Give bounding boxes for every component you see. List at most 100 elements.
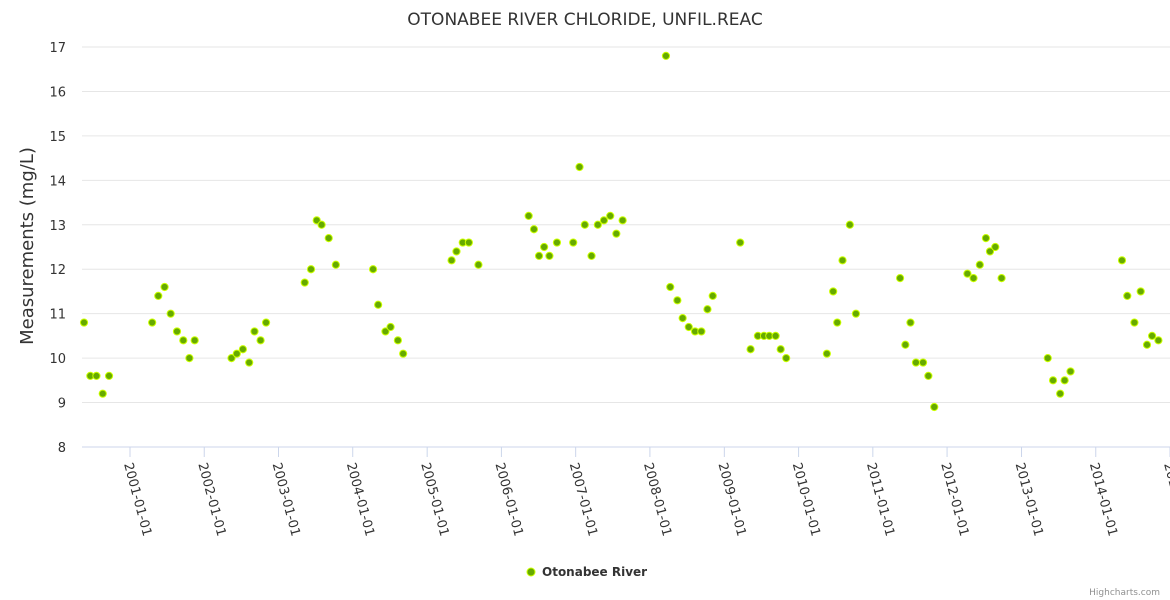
data-point[interactable] [991, 242, 1000, 252]
data-point[interactable] [1123, 291, 1132, 300]
data-point[interactable] [1136, 287, 1145, 296]
data-point[interactable] [924, 371, 933, 380]
data-point[interactable] [104, 371, 114, 380]
data-point[interactable] [969, 274, 978, 283]
legend-item-otonabee-river[interactable]: Otonabee River [542, 565, 647, 579]
data-point[interactable] [232, 349, 241, 358]
data-point[interactable] [673, 296, 682, 305]
data-point[interactable] [838, 256, 847, 265]
data-point[interactable] [618, 216, 627, 225]
data-point[interactable] [697, 327, 706, 336]
data-point[interactable] [464, 238, 473, 247]
data-point[interactable] [238, 345, 247, 354]
data-point[interactable] [661, 51, 671, 60]
data-point[interactable] [901, 340, 910, 349]
legend[interactable]: Otonabee River [526, 565, 647, 579]
data-point[interactable] [92, 371, 101, 380]
credits-link[interactable]: Highcharts.com [1089, 588, 1160, 598]
data-point[interactable] [666, 282, 675, 292]
data-point[interactable] [895, 274, 905, 283]
data-point[interactable] [569, 238, 578, 247]
data-point[interactable] [227, 354, 236, 363]
data-point[interactable] [1060, 376, 1069, 385]
data-point[interactable] [452, 247, 461, 256]
data-point[interactable] [300, 278, 309, 287]
data-point[interactable] [148, 318, 157, 327]
data-point[interactable] [1066, 367, 1075, 376]
data-point[interactable] [822, 349, 831, 358]
data-point[interactable] [736, 238, 745, 247]
y-axis-label: Measurements (mg/L) [17, 147, 38, 345]
data-point[interactable] [1130, 318, 1139, 327]
data-point[interactable] [393, 336, 402, 345]
data-point[interactable] [250, 327, 259, 336]
data-point[interactable] [1117, 256, 1127, 265]
data-point[interactable] [1048, 376, 1058, 385]
data-point[interactable] [851, 309, 861, 318]
data-point[interactable] [575, 162, 584, 172]
data-point[interactable] [1154, 336, 1163, 345]
data-point[interactable] [172, 327, 182, 336]
data-point[interactable] [261, 318, 271, 327]
data-point[interactable] [1056, 389, 1065, 398]
data-point[interactable] [98, 389, 107, 398]
chart-title: OTONABEE RIVER CHLORIDE, UNFIL.REAC [407, 10, 762, 30]
data-point[interactable] [245, 358, 254, 367]
data-point[interactable] [782, 354, 791, 363]
data-point[interactable] [545, 251, 554, 260]
data-point[interactable] [708, 291, 717, 300]
data-point[interactable] [185, 354, 194, 363]
data-point[interactable] [317, 220, 326, 229]
data-point[interactable] [534, 251, 544, 260]
data-point[interactable] [975, 260, 984, 269]
data-point[interactable] [540, 242, 549, 252]
data-point[interactable] [79, 318, 89, 327]
data-point[interactable] [1142, 340, 1152, 349]
data-point[interactable] [684, 322, 693, 332]
data-point[interactable] [746, 345, 755, 354]
data-point[interactable] [906, 318, 915, 327]
data-point[interactable] [776, 345, 785, 354]
data-point[interactable] [606, 211, 615, 220]
data-point[interactable] [587, 251, 596, 260]
data-point[interactable] [985, 247, 995, 256]
data-point[interactable] [190, 336, 199, 345]
data-point[interactable] [552, 238, 562, 247]
data-point[interactable] [612, 229, 621, 238]
data-point[interactable] [580, 220, 589, 229]
y-tick-label: 10 [49, 352, 66, 367]
data-point[interactable] [1148, 331, 1157, 340]
data-point[interactable] [474, 260, 483, 269]
data-point[interactable] [963, 269, 972, 278]
data-point[interactable] [447, 256, 456, 265]
data-point[interactable] [386, 322, 395, 332]
data-point[interactable] [331, 260, 340, 269]
data-point[interactable] [179, 336, 188, 345]
data-point[interactable] [324, 234, 333, 243]
data-point[interactable] [771, 331, 780, 340]
data-point[interactable] [997, 274, 1006, 283]
data-point[interactable] [918, 358, 928, 367]
data-point[interactable] [845, 220, 854, 229]
data-point[interactable] [930, 402, 939, 412]
data-point[interactable] [593, 220, 602, 229]
data-point[interactable] [833, 318, 842, 327]
data-point[interactable] [306, 265, 316, 274]
data-point[interactable] [368, 265, 378, 274]
data-point[interactable] [160, 282, 169, 292]
data-point[interactable] [154, 291, 163, 300]
data-point[interactable] [399, 349, 408, 358]
data-point[interactable] [166, 309, 175, 318]
data-point[interactable] [703, 305, 712, 314]
data-point[interactable] [981, 234, 991, 243]
data-point[interactable] [829, 287, 838, 296]
data-point[interactable] [1043, 354, 1052, 363]
data-point[interactable] [529, 225, 539, 234]
data-point[interactable] [911, 358, 921, 367]
data-point[interactable] [599, 216, 609, 225]
data-point[interactable] [381, 327, 390, 336]
data-point[interactable] [524, 211, 533, 220]
data-point[interactable] [256, 336, 265, 345]
data-point[interactable] [374, 300, 383, 309]
data-point[interactable] [678, 314, 687, 323]
